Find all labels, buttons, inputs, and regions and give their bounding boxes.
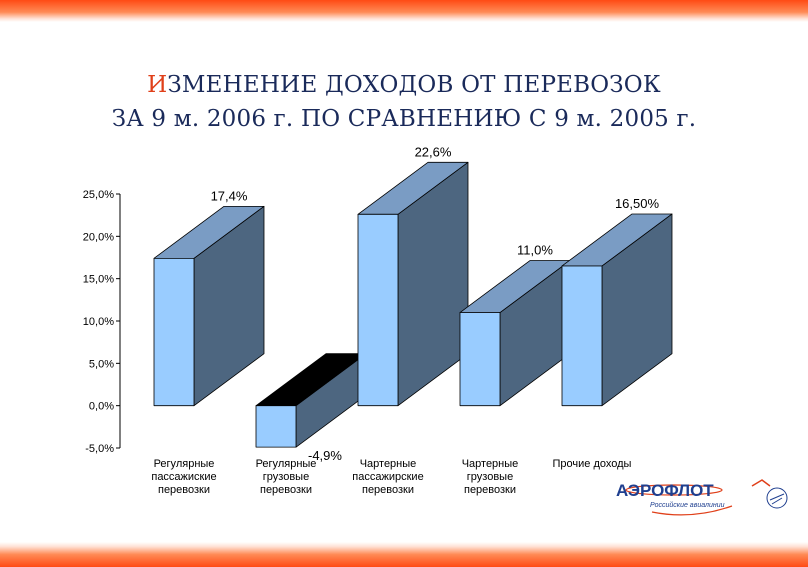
bar <box>357 213 399 407</box>
x-category-label-line: пассажирские <box>352 471 423 483</box>
slide-title-line-1: ИЗМЕНЕНИЕ ДОХОДОВ ОТ ПЕРЕВОЗОК <box>0 72 808 98</box>
aeroflot-emblem-icon <box>766 487 788 509</box>
x-category-label-line: Чартерные <box>360 458 417 470</box>
bar <box>255 405 297 448</box>
slide-title-line-2: ЗА 9 м. 2006 г. ПО СРАВНЕНИЮ С 9 м. 2005… <box>111 106 697 132</box>
y-tick-label: 20,0% <box>83 231 114 243</box>
x-category-label-line: Чартерные <box>462 458 519 470</box>
x-category-label-line: перевозки <box>362 484 414 496</box>
bar <box>153 257 195 407</box>
bottom-orange-band <box>0 542 808 567</box>
aeroflot-logo: АЭРОФЛОТ Российские авиалинии <box>616 479 788 516</box>
y-tick-label: 10,0% <box>83 316 114 328</box>
x-category-label-line: Регулярные <box>154 458 215 470</box>
y-tick-label: 5,0% <box>89 358 114 370</box>
bar <box>459 312 501 407</box>
x-category-label: Чартерные пассажирские перевозки <box>352 458 423 496</box>
bar <box>561 265 603 407</box>
bar-data-label: 11,0% <box>517 243 553 258</box>
y-tick-label: 25,0% <box>83 189 114 201</box>
bar-data-label: 16,50% <box>615 196 660 211</box>
aeroflot-logo-tagline: Российские авиалинии <box>650 501 725 509</box>
x-category-label: Чартерные грузовые перевозки <box>462 458 519 496</box>
y-tick-label: 15,0% <box>83 274 114 286</box>
bar-data-label: 22,6% <box>415 144 452 159</box>
x-category-label: Регулярные грузовые перевозки <box>256 458 317 496</box>
x-category-label-line: Прочие доходы <box>553 458 632 470</box>
x-category-label-line: грузовые <box>263 471 309 483</box>
x-category-label-line: грузовые <box>467 471 513 483</box>
aeroflot-logo-text: АЭРОФЛОТ <box>616 481 714 500</box>
top-orange-band <box>0 0 808 22</box>
title-line-1-text: ЗМЕНЕНИЕ ДОХОДОВ ОТ ПЕРЕВОЗОК <box>167 72 661 98</box>
bar-data-label: -4,9% <box>308 448 342 463</box>
x-category-label: Регулярные пассажиские перевозки <box>151 458 216 496</box>
title-first-letter: И <box>147 72 168 98</box>
x-category-label-line: перевозки <box>158 484 210 496</box>
x-category-label-line: перевозки <box>260 484 312 496</box>
x-category-label-line: Регулярные <box>256 458 317 470</box>
x-category-label-line: пассажиские <box>151 471 216 483</box>
y-tick-label: -5,0% <box>85 443 114 455</box>
x-category-label: Прочие доходы <box>553 458 632 470</box>
bar-data-label: 17,4% <box>211 188 248 203</box>
y-tick-label: 0,0% <box>89 401 114 413</box>
x-category-label-line: перевозки <box>464 484 516 496</box>
